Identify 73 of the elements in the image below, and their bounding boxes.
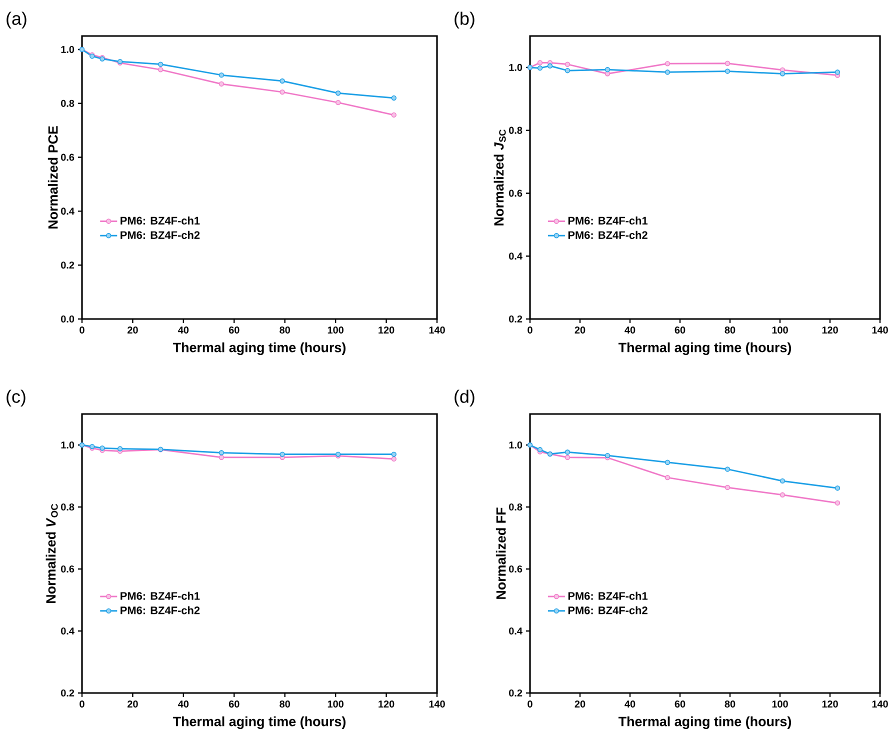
x-tick-label: 100 xyxy=(772,326,788,334)
x-tick-label: 40 xyxy=(178,326,189,334)
x-tick-label: 20 xyxy=(128,700,138,708)
x-tick-label: 0 xyxy=(528,326,532,334)
y-axis-title: Normalized FF xyxy=(496,508,506,599)
y-tick-label: 0.4 xyxy=(509,252,522,260)
legend-label: PM6: BZ4F-ch2 xyxy=(568,606,648,614)
y-tick-label: 1.0 xyxy=(61,46,74,53)
x-tick-label: 120 xyxy=(822,326,838,334)
x-tick-label: 0 xyxy=(528,700,532,708)
x-tick-label: 140 xyxy=(872,326,888,334)
x-tick-label: 120 xyxy=(378,700,394,708)
y-tick-label: 0.2 xyxy=(61,262,74,269)
x-tick-label: 120 xyxy=(378,326,394,334)
y-tick-label: 0.8 xyxy=(61,100,74,107)
y-tick-label: 0.0 xyxy=(61,315,74,323)
y-tick-label: 1.0 xyxy=(61,441,74,449)
x-axis-title: Thermal aging time (hours) xyxy=(172,342,346,355)
y-tick-label: 0.2 xyxy=(509,315,522,323)
x-tick-label: 80 xyxy=(280,700,290,708)
y-axis-title: Normalized J$_{SC}$ xyxy=(494,129,506,226)
legend-label: PM6: BZ4F-ch1 xyxy=(568,216,648,225)
chart-title: (b) xyxy=(454,12,474,28)
y-tick-label: 0.6 xyxy=(61,154,74,161)
chart-title: (a) xyxy=(6,12,26,28)
x-axis-title: Thermal aging time (hours) xyxy=(618,342,792,355)
x-tick-label: 0 xyxy=(80,700,84,708)
legend-label: PM6: BZ4F-ch1 xyxy=(120,216,200,225)
x-tick-label: 140 xyxy=(429,700,445,708)
y-tick-label: 0.4 xyxy=(509,627,522,635)
x-tick-label: 80 xyxy=(724,700,736,708)
x-tick-label: 140 xyxy=(872,700,888,708)
x-axis-title: Thermal aging time (hours) xyxy=(172,716,346,730)
y-tick-label: 0.8 xyxy=(509,126,522,134)
x-tick-label: 40 xyxy=(624,326,636,334)
chart-title: (d) xyxy=(454,390,474,406)
legend-label: PM6: BZ4F-ch1 xyxy=(568,592,648,600)
y-tick-label: 0.6 xyxy=(509,565,522,573)
x-tick-label: 20 xyxy=(574,326,586,334)
y-tick-label: 0.8 xyxy=(61,503,74,511)
x-tick-label: 80 xyxy=(280,326,290,334)
x-tick-label: 60 xyxy=(674,326,686,334)
x-tick-label: 120 xyxy=(822,700,838,708)
x-tick-label: 100 xyxy=(772,700,788,708)
y-tick-label: 0.6 xyxy=(509,190,522,197)
legend-label: PM6: BZ4F-ch1 xyxy=(120,592,200,600)
y-tick-label: 0.2 xyxy=(509,689,522,697)
y-tick-label: 0.8 xyxy=(509,503,522,511)
x-axis-title: Thermal aging time (hours) xyxy=(618,716,792,730)
legend-label: PM6: BZ4F-ch2 xyxy=(120,606,200,614)
y-tick-label: 1.0 xyxy=(509,64,522,71)
y-tick-label: 0.6 xyxy=(61,565,74,573)
y-tick-label: 0.2 xyxy=(61,689,74,697)
x-tick-label: 100 xyxy=(328,700,344,708)
x-tick-label: 80 xyxy=(724,326,736,334)
y-axis-title: Normalized V$_{OC}$ xyxy=(46,504,58,603)
legend-label: PM6: BZ4F-ch2 xyxy=(568,230,648,239)
y-tick-label: 0.4 xyxy=(61,208,74,215)
x-tick-label: 40 xyxy=(178,700,189,708)
x-tick-label: 60 xyxy=(228,326,240,334)
x-tick-label: 20 xyxy=(128,326,138,334)
x-tick-label: 40 xyxy=(624,700,636,708)
x-tick-label: 20 xyxy=(574,700,586,708)
x-tick-label: 60 xyxy=(674,700,686,708)
x-tick-label: 100 xyxy=(328,326,344,334)
y-tick-label: 1.0 xyxy=(509,441,522,449)
x-tick-label: 60 xyxy=(228,700,240,708)
legend-label: PM6: BZ4F-ch2 xyxy=(120,230,200,239)
x-tick-label: 140 xyxy=(429,326,445,334)
y-axis-title: Normalized PCE xyxy=(48,126,58,229)
x-tick-label: 0 xyxy=(80,326,84,334)
chart-title: (c) xyxy=(6,390,26,406)
y-tick-label: 0.4 xyxy=(61,627,74,635)
